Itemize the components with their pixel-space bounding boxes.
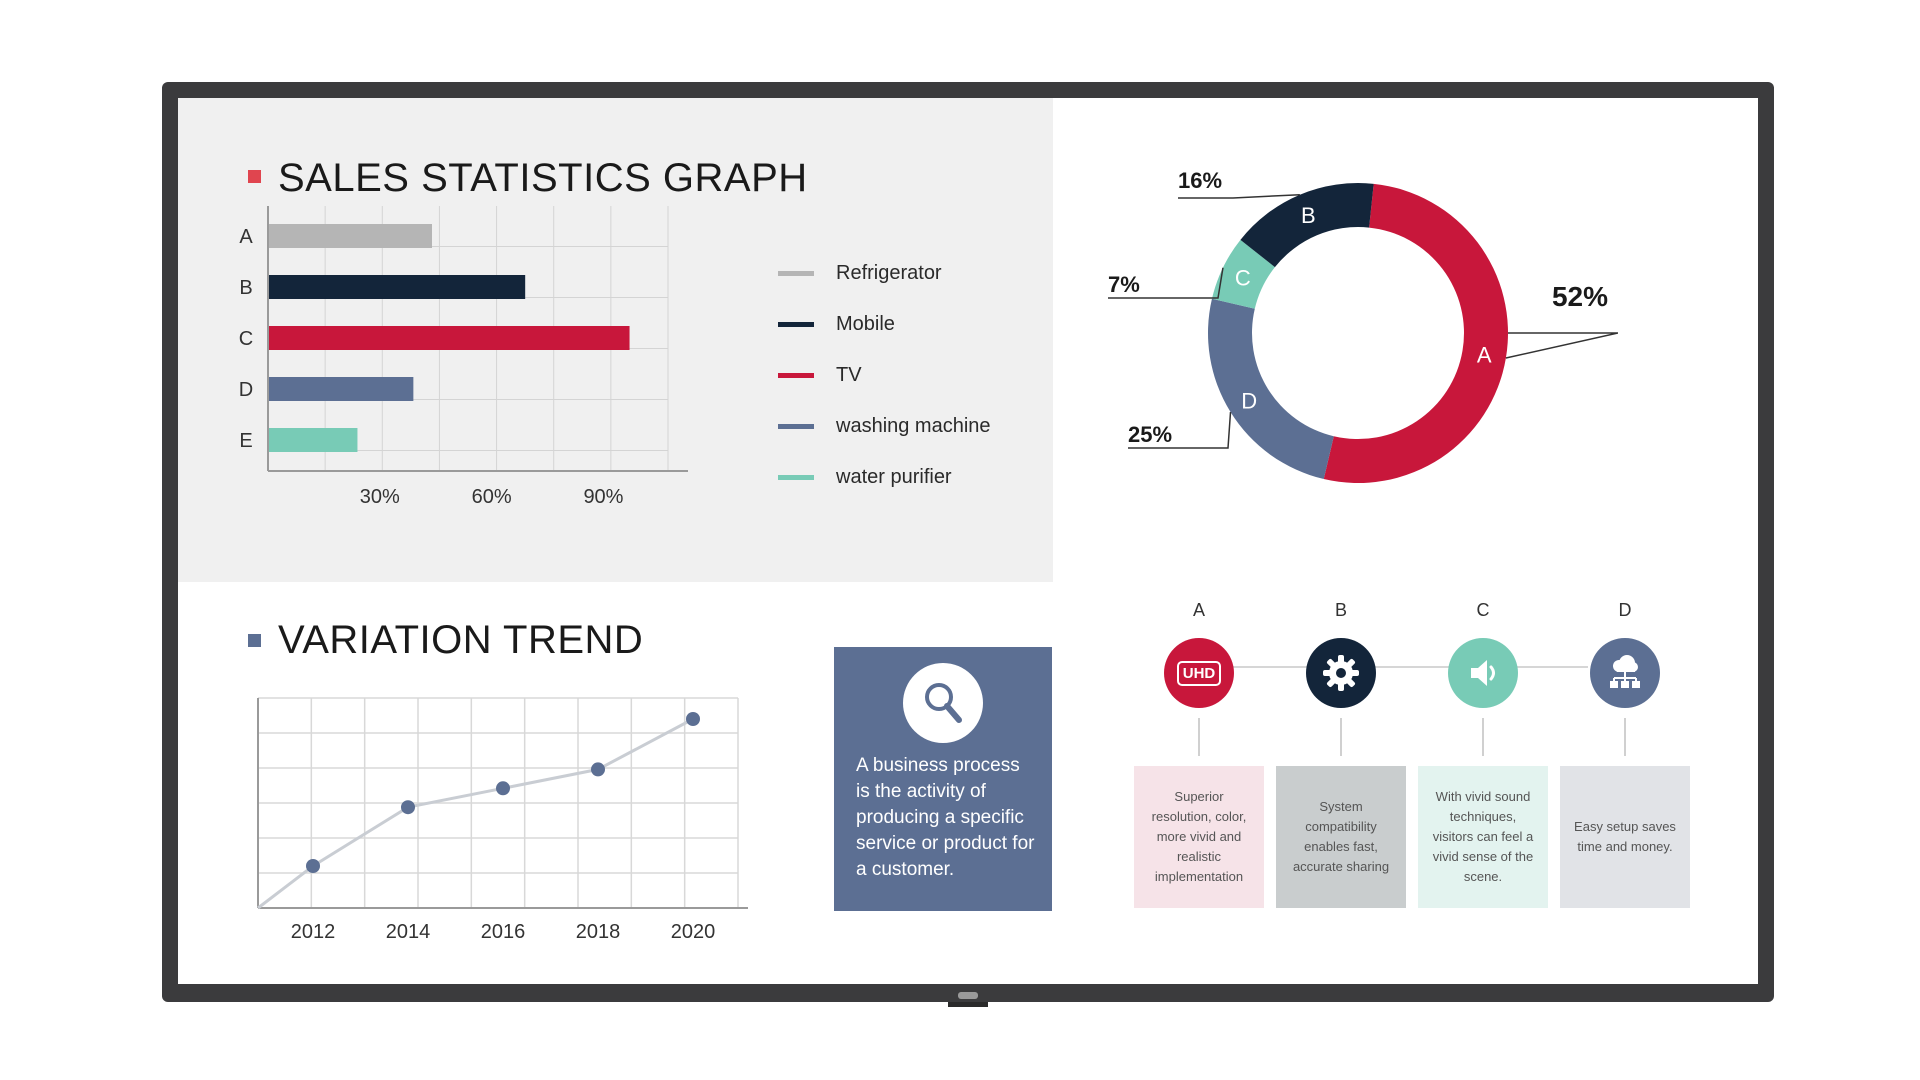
category-label: C xyxy=(239,328,253,350)
feature-letter: A xyxy=(1192,600,1205,620)
feature-b: B System compatibility enables fast, acc… xyxy=(1276,600,1406,908)
network-icon xyxy=(1590,638,1660,708)
slice-letter: A xyxy=(1477,342,1492,367)
data-point xyxy=(686,712,700,726)
gear-icon xyxy=(1306,638,1376,708)
leader-line xyxy=(1128,411,1232,449)
slice-letter: C xyxy=(1235,265,1251,290)
info-icon-circle xyxy=(903,663,983,743)
feature-letter: D xyxy=(1618,600,1632,620)
feature-connector-line xyxy=(1200,666,1588,668)
bar-d xyxy=(269,377,414,401)
slice-letter: B xyxy=(1301,203,1316,228)
leader-line xyxy=(1178,193,1300,199)
x-tick-label: 90% xyxy=(583,486,623,506)
slice-letter: D xyxy=(1241,388,1257,413)
category-label: D xyxy=(239,379,253,401)
legend-swatch xyxy=(778,373,814,378)
gear-glyph xyxy=(1323,655,1359,691)
bar-a xyxy=(269,224,432,248)
legend-swatch xyxy=(778,322,814,327)
x-tick-label: 2014 xyxy=(386,921,431,943)
legend-item: water purifier xyxy=(778,452,991,503)
legend-swatch xyxy=(778,475,814,480)
slice-value-label: 16% xyxy=(1178,168,1222,193)
bar-c xyxy=(269,326,630,350)
slice-value-label: 25% xyxy=(1128,422,1172,447)
speaker-icon xyxy=(1448,638,1518,708)
sales-legend: Refrigerator Mobile TV washing machine water… xyxy=(778,248,991,503)
tv-stand xyxy=(948,1002,988,1007)
info-text: A business process is the activity of pr… xyxy=(856,755,1035,880)
x-tick-label: 2020 xyxy=(671,921,716,943)
feature-c: C With vivid sound techniques, visitors … xyxy=(1418,600,1548,908)
share-donut-chart: A 52% D 25% C 7% B 16% xyxy=(1108,168,1618,483)
donut-slice-a xyxy=(1323,183,1508,483)
donut-slice-b xyxy=(1240,183,1374,268)
feature-card: Easy setup saves time and money. xyxy=(1560,766,1690,908)
legend-label: Refrigerator xyxy=(836,262,942,284)
uhd-icon: UHD xyxy=(1164,638,1234,708)
legend-label: Mobile xyxy=(836,313,895,335)
sales-title: SALES STATISTICS GRAPH xyxy=(278,156,808,200)
category-label: A xyxy=(239,226,253,248)
legend-swatch xyxy=(778,424,814,429)
feature-card: With vivid sound techniques, visitors ca… xyxy=(1418,766,1548,908)
feature-connector xyxy=(1198,718,1200,756)
speaker-glyph xyxy=(1471,660,1495,686)
legend-label: washing machine xyxy=(836,415,991,437)
slice-value-label: 52% xyxy=(1552,281,1608,312)
network-glyph xyxy=(1610,655,1640,688)
feature-letter: C xyxy=(1476,600,1490,620)
x-tick-label: 2012 xyxy=(291,921,336,943)
feature-d: D Easy setup saves time and money. xyxy=(1560,600,1690,908)
sales-title-marker xyxy=(248,170,261,183)
legend-swatch xyxy=(778,271,814,276)
data-point xyxy=(496,781,510,796)
feature-a: A UHD Superior resolution, color, more v… xyxy=(1134,600,1264,908)
feature-card: Superior resolution, color, more vivid a… xyxy=(1134,766,1264,908)
feature-connector xyxy=(1482,718,1484,756)
feature-connector xyxy=(1340,718,1342,756)
trend-title: VARIATION TREND xyxy=(278,618,644,662)
sales-bar-chart: A B C D E 30% 60% 90% xyxy=(239,206,688,506)
legend-item: Mobile xyxy=(778,299,991,350)
brand-logo xyxy=(958,992,978,999)
feature-letter: B xyxy=(1334,600,1347,620)
data-point xyxy=(401,800,415,815)
category-label: B xyxy=(239,277,252,299)
x-tick-label: 30% xyxy=(360,486,400,506)
data-point xyxy=(591,762,605,777)
leader-line xyxy=(1505,332,1618,359)
trend-title-marker xyxy=(248,634,261,647)
legend-item: washing machine xyxy=(778,401,991,452)
uhd-icon-label: UHD xyxy=(1176,660,1222,686)
legend-item: TV xyxy=(778,350,991,401)
donut-slice-c xyxy=(1211,239,1275,309)
info-box: A business process is the activity of pr… xyxy=(834,647,1052,911)
data-point xyxy=(306,859,320,873)
feature-connector xyxy=(1624,718,1626,756)
legend-item: Refrigerator xyxy=(778,248,991,299)
leader-line xyxy=(1108,267,1224,299)
slice-value-label: 7% xyxy=(1108,272,1140,297)
bar-e xyxy=(269,428,358,452)
x-tick-label: 2018 xyxy=(576,921,621,943)
legend-label: TV xyxy=(836,364,862,386)
display-screen: SALES STATISTICS GRAPH A B C D E 30% 60% 90% Re… xyxy=(178,98,1758,984)
magnifier-icon xyxy=(925,683,962,723)
variation-line-chart: 2012 2014 2016 2018 2020 xyxy=(257,697,748,943)
x-tick-label: 2016 xyxy=(481,921,526,943)
trend-line xyxy=(257,717,694,910)
donut-slice-d xyxy=(1208,298,1334,480)
bar-b xyxy=(269,275,526,299)
legend-label: water purifier xyxy=(836,466,952,488)
category-label: E xyxy=(239,430,252,452)
feature-card: System compatibility enables fast, accur… xyxy=(1276,766,1406,908)
x-tick-label: 60% xyxy=(472,486,512,506)
